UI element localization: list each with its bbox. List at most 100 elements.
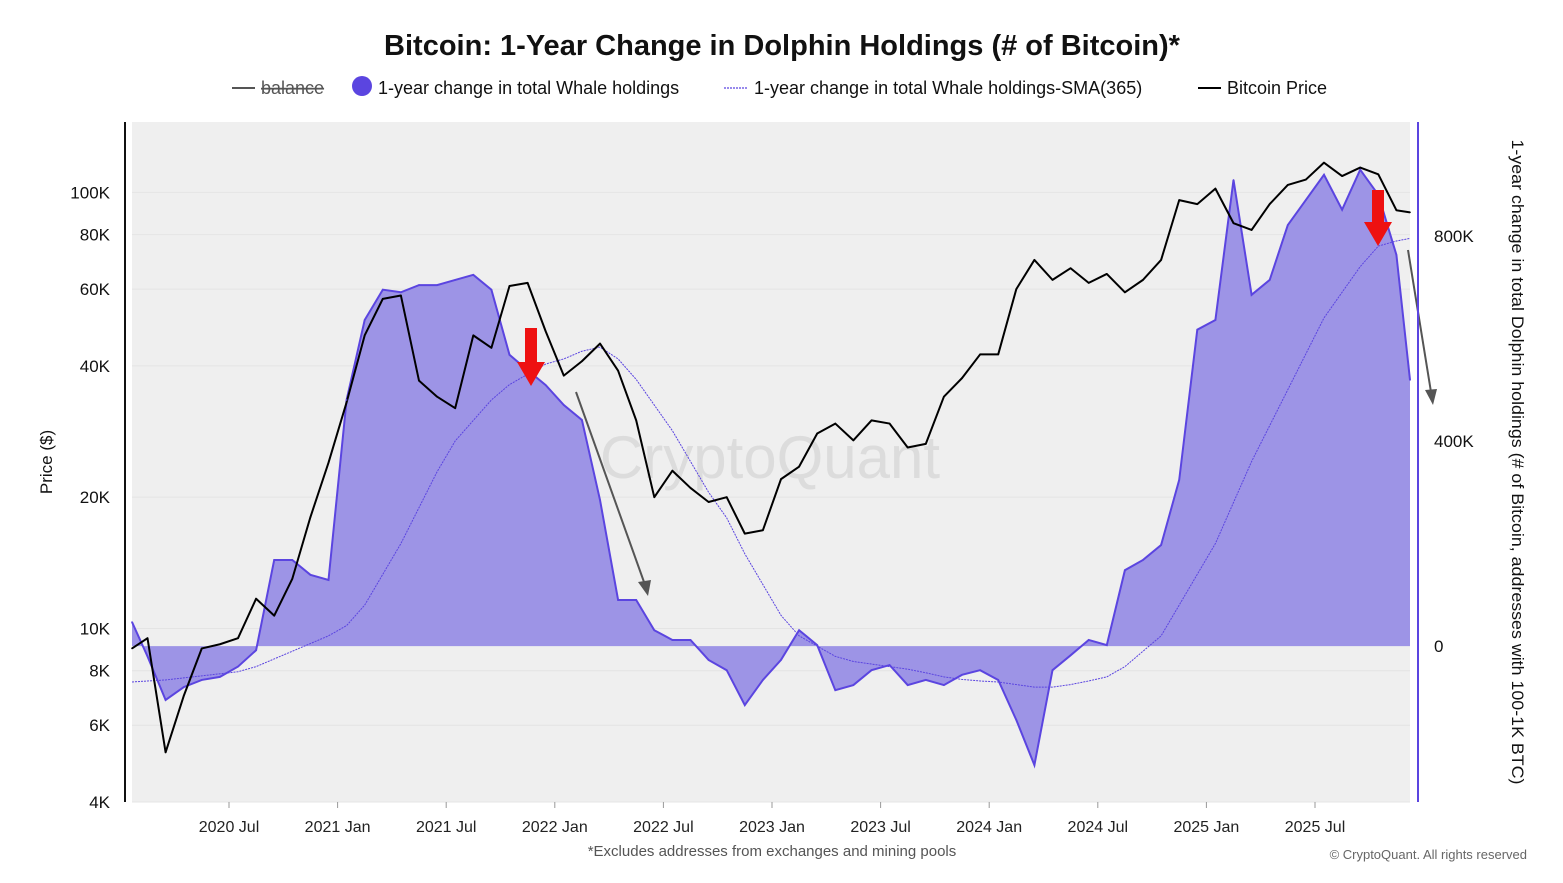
- whale-change-point: [943, 684, 945, 686]
- price-point: [1232, 222, 1235, 224]
- y-left-tick-label: 4K: [89, 793, 110, 812]
- price-point: [780, 478, 782, 480]
- whale-change-point: [544, 384, 547, 386]
- whale-change-point: [1142, 559, 1144, 561]
- whale-change-point: [1341, 208, 1343, 211]
- whale-change-point: [852, 684, 855, 686]
- whale-change-point: [273, 559, 276, 561]
- legend-item-balance[interactable]: balance: [232, 78, 324, 98]
- price-point: [1305, 178, 1307, 181]
- x-tick-label: 2025 Jan: [1173, 819, 1239, 836]
- price-point: [1087, 282, 1090, 284]
- copyright: © CryptoQuant. All rights reserved: [1330, 847, 1527, 862]
- whale-change-point: [925, 679, 927, 681]
- whale-change-point: [798, 629, 800, 632]
- whale-change-point: [237, 665, 239, 668]
- price-point: [798, 465, 800, 468]
- whale-change-point: [418, 284, 420, 286]
- price-point: [816, 432, 818, 435]
- x-tick-label: 2022 Jul: [633, 819, 694, 836]
- whale-change-point: [1106, 644, 1108, 646]
- legend-item-whale-change[interactable]: 1-year change in total Whale holdings: [352, 76, 679, 98]
- price-point: [888, 422, 891, 425]
- whale-change-point: [472, 274, 475, 276]
- price-point: [1051, 279, 1054, 281]
- price-point: [1409, 211, 1411, 214]
- whale-change-point: [400, 291, 402, 294]
- whale-change-point: [906, 684, 909, 686]
- whale-change-point: [1323, 174, 1325, 176]
- y-left-tick-label: 10K: [80, 619, 111, 638]
- price-point: [182, 695, 185, 697]
- whale-change-point: [599, 499, 601, 501]
- whale-change-point: [1250, 294, 1253, 296]
- price-point: [617, 369, 619, 372]
- whale-change-point: [327, 579, 330, 581]
- price-point: [1142, 279, 1144, 281]
- marks: [131, 161, 1411, 769]
- price-point: [744, 532, 746, 535]
- price-point: [1178, 199, 1180, 201]
- price-point: [1069, 267, 1072, 270]
- whale-change-line: [131, 167, 1411, 769]
- annotations: [517, 190, 1437, 596]
- price-point: [1015, 288, 1018, 290]
- whale-change-point: [1287, 224, 1289, 226]
- y-left-tick-label: 8K: [89, 662, 110, 681]
- price-point: [1106, 273, 1108, 275]
- whale-change-point: [131, 621, 133, 623]
- price-point: [454, 407, 457, 409]
- price-point: [1214, 187, 1217, 190]
- whale-change-point: [1232, 179, 1235, 181]
- y-right-label: 1-year change in total Dolphin holdings …: [1508, 140, 1527, 785]
- price-point: [1033, 259, 1036, 261]
- price-point: [943, 395, 945, 398]
- price-point: [309, 516, 312, 518]
- price-point: [1268, 203, 1271, 205]
- legend-item-bitcoin-price[interactable]: Bitcoin Price: [1198, 78, 1327, 98]
- whale-change-point: [508, 354, 511, 356]
- price-point: [997, 353, 999, 356]
- x-tick-label: 2021 Jul: [416, 819, 477, 836]
- whale-change-point: [653, 629, 656, 632]
- bitcoin-price-line: [131, 161, 1411, 754]
- price-point: [544, 330, 547, 333]
- y-left-tick-label: 60K: [80, 280, 111, 299]
- price-point: [906, 446, 909, 449]
- whale-change-point: [1087, 639, 1090, 641]
- whale-change-point: [635, 599, 637, 601]
- legend-item-whale-sma[interactable]: 1-year change in total Whale holdings-SM…: [724, 78, 1142, 98]
- x-tick-label: 2021 Jan: [305, 819, 371, 836]
- price-point: [436, 395, 438, 398]
- legend-label-bitcoin-price: Bitcoin Price: [1227, 78, 1327, 98]
- price-point: [1341, 175, 1343, 177]
- whale-change-point: [291, 559, 294, 561]
- price-point: [653, 496, 656, 498]
- price-point: [146, 637, 149, 639]
- whale-change-point: [382, 288, 384, 291]
- whale-change-point: [671, 639, 674, 641]
- y-left-label: Price ($): [37, 430, 56, 494]
- whale-change-point: [979, 669, 981, 672]
- whale-change-point: [581, 419, 583, 421]
- whale-change-point: [617, 599, 619, 601]
- whale-change-point: [255, 649, 257, 652]
- price-point: [1250, 229, 1253, 231]
- price-point: [1377, 173, 1380, 176]
- price-point: [852, 439, 855, 442]
- whale-change-point: [1409, 379, 1411, 381]
- whale-change-point: [1196, 328, 1199, 331]
- price-point: [131, 647, 133, 650]
- whale-change-point: [888, 664, 891, 666]
- whale-change-point: [436, 284, 438, 286]
- price-point: [1323, 161, 1325, 164]
- whale-change-point: [725, 669, 728, 672]
- y-left-tick-label: 40K: [80, 357, 111, 376]
- red-down-arrow-2022: [517, 328, 545, 386]
- x-tick-label: 2024 Jan: [956, 819, 1022, 836]
- price-point: [635, 419, 637, 422]
- price-point: [472, 334, 475, 337]
- whale-change-point: [146, 655, 149, 658]
- whale-change-point: [309, 574, 312, 576]
- price-point: [925, 443, 927, 445]
